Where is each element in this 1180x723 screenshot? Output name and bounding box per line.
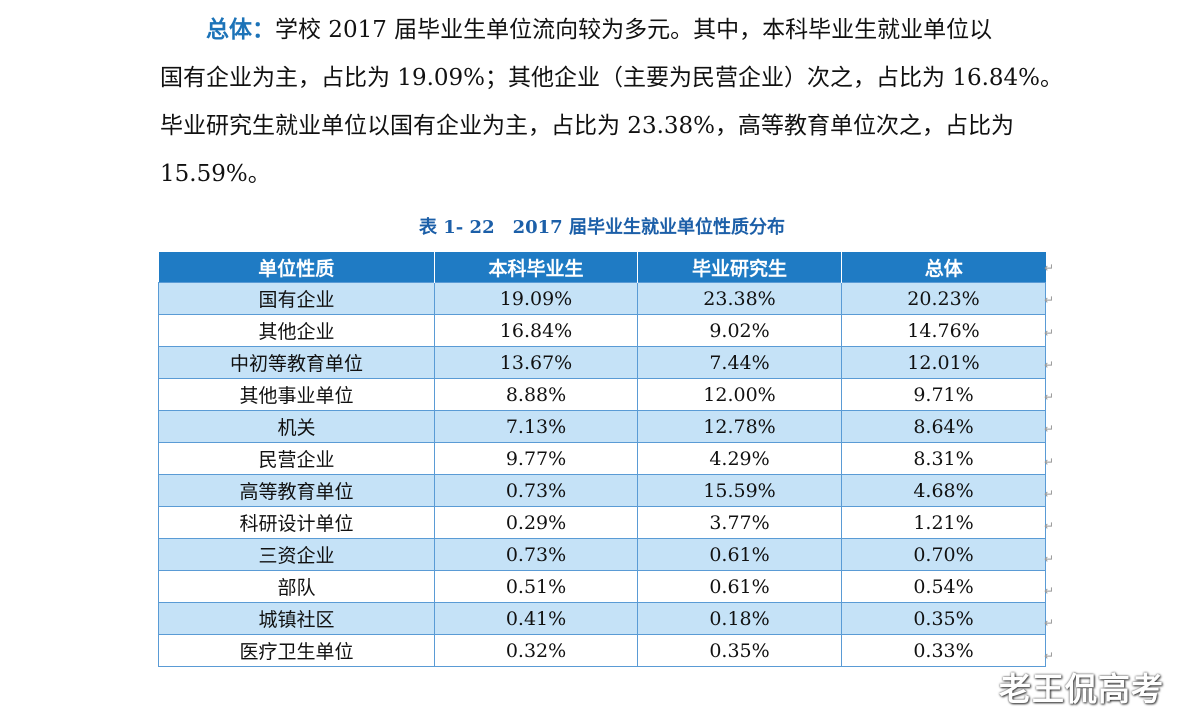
cell-graduate: 12.78% (637, 410, 842, 443)
cell-unit-type: 城镇社区 (158, 602, 435, 635)
return-mark-icon: ↵ (1044, 487, 1055, 502)
cell-undergraduate: 9.77% (434, 442, 638, 475)
return-mark-icon: ↵ (1044, 390, 1055, 405)
paragraph-marks: ↵ ↵ ↵ ↵ ↵ ↵ ↵ ↵ ↵ ↵ ↵ ↵ ↵ (1044, 254, 1058, 674)
cell-unit-type: 机关 (158, 410, 435, 443)
paragraph-line-1-text: 学校 2017 届毕业生单位流向较为多元。其中，本科毕业生就业单位以 (275, 17, 993, 43)
cell-undergraduate: 0.73% (434, 538, 638, 571)
cell-undergraduate: 0.41% (434, 602, 638, 635)
table-row: 国有企业 19.09% 23.38% 20.23% (158, 282, 1046, 315)
return-mark-icon: ↵ (1044, 583, 1055, 598)
table-row: 城镇社区 0.41% 0.18% 0.35% (158, 602, 1046, 635)
cell-overall: 0.33% (841, 634, 1046, 667)
table-row: 其他事业单位 8.88% 12.00% 9.71% (158, 378, 1046, 411)
cell-overall: 0.54% (841, 570, 1046, 603)
watermark: 老王侃高考 (998, 670, 1164, 708)
cell-graduate: 23.38% (637, 282, 842, 315)
employment-table: 单位性质 本科毕业生 毕业研究生 总体 国有企业 19.09% 23.38% 20.2… (158, 252, 1046, 667)
return-mark-icon: ↵ (1044, 454, 1055, 469)
cell-unit-type: 三资企业 (158, 538, 435, 571)
cell-undergraduate: 0.73% (434, 474, 638, 507)
cell-graduate: 7.44% (637, 346, 842, 379)
table-row: 机关 7.13% 12.78% 8.64% (158, 410, 1046, 443)
paragraph-line-4: 15.59%。 (160, 161, 271, 187)
cell-undergraduate: 0.51% (434, 570, 638, 603)
cell-overall: 14.76% (841, 314, 1046, 347)
return-mark-icon: ↵ (1044, 357, 1055, 372)
table-row: 科研设计单位 0.29% 3.77% 1.21% (158, 506, 1046, 539)
cell-overall: 8.31% (841, 442, 1046, 475)
cell-overall: 12.01% (841, 346, 1046, 379)
cell-overall: 4.68% (841, 474, 1046, 507)
cell-graduate: 9.02% (637, 314, 842, 347)
cell-undergraduate: 13.67% (434, 346, 638, 379)
cell-undergraduate: 19.09% (434, 282, 638, 315)
cell-graduate: 0.61% (637, 570, 842, 603)
table-row: 部队 0.51% 0.61% 0.54% (158, 570, 1046, 603)
cell-graduate: 3.77% (637, 506, 842, 539)
return-mark-icon: ↵ (1044, 325, 1055, 340)
cell-overall: 8.64% (841, 410, 1046, 443)
cell-overall: 0.70% (841, 538, 1046, 571)
table-row: 中初等教育单位 13.67% 7.44% 12.01% (158, 346, 1046, 379)
return-mark-icon: ↵ (1044, 519, 1055, 534)
cell-graduate: 0.18% (637, 602, 842, 635)
table-header-row: 单位性质 本科毕业生 毕业研究生 总体 (158, 252, 1046, 283)
return-mark-icon: ↵ (1044, 261, 1055, 275)
return-mark-icon: ↵ (1044, 422, 1055, 437)
cell-undergraduate: 0.29% (434, 506, 638, 539)
header-graduate: 毕业研究生 (637, 252, 842, 283)
cell-graduate: 12.00% (637, 378, 842, 411)
cell-unit-type: 部队 (158, 570, 435, 603)
table-row: 其他企业 16.84% 9.02% 14.76% (158, 314, 1046, 347)
cell-undergraduate: 7.13% (434, 410, 638, 443)
summary-paragraph: 总体：学校 2017 届毕业生单位流向较为多元。其中，本科毕业生就业单位以 国有… (160, 6, 1064, 198)
table-body: 国有企业 19.09% 23.38% 20.23% 其他企业 16.84% 9.02% 14.… (158, 282, 1046, 667)
cell-graduate: 0.35% (637, 634, 842, 667)
cell-overall: 0.35% (841, 602, 1046, 635)
cell-graduate: 4.29% (637, 442, 842, 475)
header-overall: 总体 (841, 252, 1046, 283)
summary-lead: 总体： (206, 16, 275, 43)
cell-unit-type: 民营企业 (158, 442, 435, 475)
paragraph-line-2: 国有企业为主，占比为 19.09%；其他企业（主要为民营企业）次之，占比为 16… (160, 65, 1064, 91)
cell-unit-type: 其他企业 (158, 314, 435, 347)
table-row: 医疗卫生单位 0.32% 0.35% 0.33% (158, 634, 1046, 667)
cell-unit-type: 中初等教育单位 (158, 346, 435, 379)
return-mark-icon: ↵ (1044, 293, 1055, 308)
cell-unit-type: 其他事业单位 (158, 378, 435, 411)
paragraph-line-3: 毕业研究生就业单位以国有企业为主，占比为 23.38%，高等教育单位次之，占比为 (160, 113, 1015, 139)
cell-overall: 9.71% (841, 378, 1046, 411)
table-caption: 表 1- 22 2017 届毕业生就业单位性质分布 (419, 217, 785, 238)
cell-unit-type: 科研设计单位 (158, 506, 435, 539)
cell-graduate: 15.59% (637, 474, 842, 507)
return-mark-icon: ↵ (1044, 616, 1055, 631)
return-mark-icon: ↵ (1044, 648, 1055, 663)
return-mark-icon: ↵ (1044, 551, 1055, 566)
table-row: 高等教育单位 0.73% 15.59% 4.68% (158, 474, 1046, 507)
table-row: 三资企业 0.73% 0.61% 0.70% (158, 538, 1046, 571)
table-row: 民营企业 9.77% 4.29% 8.31% (158, 442, 1046, 475)
cell-undergraduate: 0.32% (434, 634, 638, 667)
cell-unit-type: 医疗卫生单位 (158, 634, 435, 667)
header-unit-type: 单位性质 (158, 252, 435, 283)
cell-unit-type: 国有企业 (158, 282, 435, 315)
cell-undergraduate: 8.88% (434, 378, 638, 411)
paragraph-line-1: 总体：学校 2017 届毕业生单位流向较为多元。其中，本科毕业生就业单位以 (160, 6, 1040, 54)
cell-overall: 20.23% (841, 282, 1046, 315)
cell-undergraduate: 16.84% (434, 314, 638, 347)
cell-unit-type: 高等教育单位 (158, 474, 435, 507)
cell-graduate: 0.61% (637, 538, 842, 571)
cell-overall: 1.21% (841, 506, 1046, 539)
header-undergraduate: 本科毕业生 (434, 252, 638, 283)
